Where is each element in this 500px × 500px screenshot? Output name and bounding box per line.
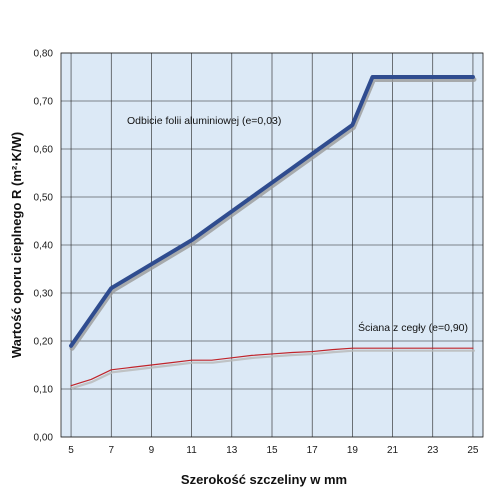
x-axis-title: Szerokość szczeliny w mm <box>181 472 347 487</box>
y-tick-label: 0,50 <box>34 193 54 204</box>
x-tick-label: 11 <box>186 445 197 456</box>
series-line-shadow <box>70 349 476 390</box>
y-axis-title: Wartość oporu cieplnego R (m²·K/W) <box>9 132 24 358</box>
x-tick-label: 17 <box>307 445 319 456</box>
x-tick-label: 23 <box>427 445 439 456</box>
x-tick-label: 13 <box>226 445 238 456</box>
x-tick-label: 21 <box>387 445 399 456</box>
x-tick-label: 9 <box>149 445 155 456</box>
annotation-brick-wall: Ściana z cegły (e=0,90) <box>358 321 468 334</box>
y-tick-label: 0,00 <box>34 433 54 444</box>
y-tick-label: 0,30 <box>34 289 54 300</box>
series-line-shadow <box>69 77 477 351</box>
x-tick-label: 5 <box>68 445 74 456</box>
y-tick-label: 0,70 <box>34 97 54 108</box>
y-tick-label: 0,60 <box>34 145 54 156</box>
y-ticks: 0,00 0,10 0,20 0,30 0,40 0,50 0,60 0,70 0,80 <box>34 49 54 444</box>
x-tick-label: 19 <box>347 445 359 456</box>
y-tick-label: 0,10 <box>34 385 54 396</box>
series-line <box>69 75 475 348</box>
x-tick-label: 25 <box>467 445 479 456</box>
y-tick-label: 0,20 <box>34 337 54 348</box>
y-tick-label: 0,40 <box>34 241 54 252</box>
x-tick-label: 7 <box>108 445 114 456</box>
series-layer <box>69 75 477 390</box>
plot-frame <box>60 52 484 438</box>
series-line <box>70 347 474 387</box>
x-ticks: 5 7 9 11 13 15 17 19 21 23 25 <box>68 445 479 456</box>
y-tick-label: 0,80 <box>34 49 54 60</box>
annotation-aluminium-foil: Odbicie folii aluminiowej (e=0,03) <box>127 115 281 127</box>
x-tick-label: 15 <box>266 445 278 456</box>
